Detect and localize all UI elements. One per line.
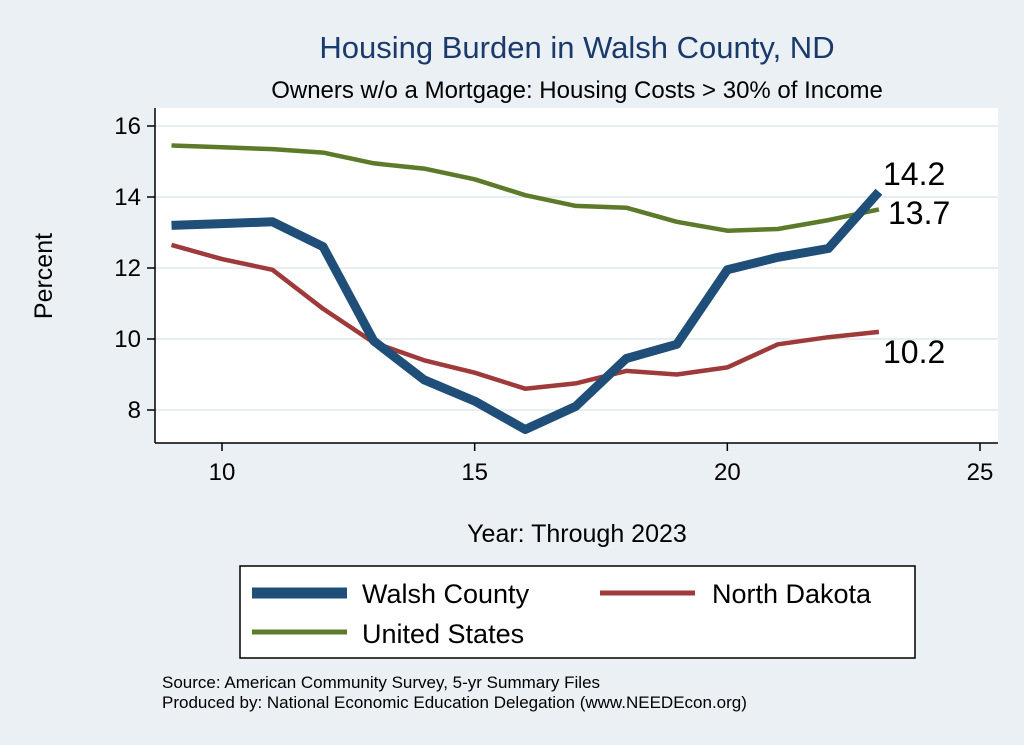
legend-label-walsh-county: Walsh County <box>362 579 530 609</box>
x-tick-label: 10 <box>209 459 236 486</box>
y-tick-label: 16 <box>114 113 141 140</box>
legend-box <box>239 565 916 659</box>
series-line-walsh-county <box>171 188 883 434</box>
legend-label-united-states: United States <box>362 619 524 649</box>
y-tick-label: 8 <box>128 397 141 424</box>
chart-title: Housing Burden in Walsh County, ND <box>319 30 834 65</box>
legend-label-north-dakota: North Dakota <box>712 579 872 609</box>
producer-note: Produced by: National Economic Education… <box>162 693 747 712</box>
x-tick-label: 25 <box>967 459 994 486</box>
y-tick-label: 10 <box>114 326 141 353</box>
y-tick-label: 12 <box>114 255 141 282</box>
end-label-north-dakota: 10.2 <box>883 334 945 370</box>
x-tick-label: 15 <box>461 459 488 486</box>
end-label-walsh-county: 14.2 <box>883 156 945 192</box>
end-label-united-states: 13.7 <box>888 195 950 231</box>
y-axis-label: Percent <box>30 233 58 319</box>
series-line-united-states <box>171 143 880 233</box>
y-tick-label: 14 <box>114 184 141 211</box>
plot-area <box>155 108 998 443</box>
x-tick-label: 20 <box>714 459 741 486</box>
chart-subtitle: Owners w/o a Mortgage: Housing Costs > 3… <box>271 77 883 104</box>
x-axis-label: Year: Through 2023 <box>467 520 687 548</box>
source-note: Source: American Community Survey, 5-yr … <box>162 673 600 692</box>
legend: Walsh County North Dakota United States <box>239 565 916 659</box>
